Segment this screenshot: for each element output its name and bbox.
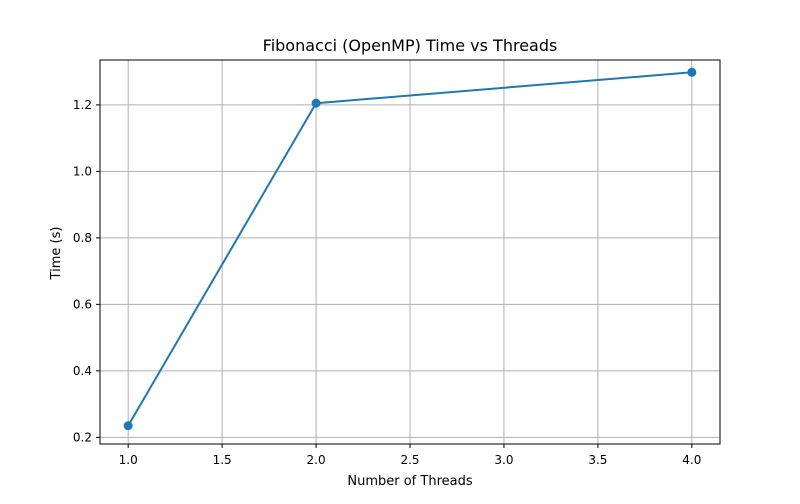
y-axis-ticks: 0.2 0.4 0.6 0.8 1.0 1.2 [73,98,100,444]
x-tick-label: 2.0 [307,453,326,467]
y-axis-label: Time (s) [49,227,64,281]
data-point [687,67,697,77]
gridlines [100,60,720,444]
x-tick-label: 1.0 [119,453,138,467]
x-axis-ticks: 1.0 1.5 2.0 2.5 3.0 3.5 4.0 [119,444,701,467]
y-tick-label: 1.2 [73,98,92,112]
series-layer [123,67,697,431]
x-tick-label: 2.5 [400,453,419,467]
x-tick-label: 3.5 [588,453,607,467]
data-point [311,98,321,108]
y-tick-label: 1.0 [73,164,92,178]
x-axis-label: Number of Threads [347,474,472,489]
y-tick-label: 0.8 [73,231,92,245]
y-tick-label: 0.4 [73,364,92,378]
x-tick-label: 4.0 [682,453,701,467]
chart-title: Fibonacci (OpenMP) Time vs Threads [263,36,558,55]
x-tick-label: 1.5 [213,453,232,467]
x-tick-label: 3.0 [494,453,513,467]
data-point [123,421,133,431]
y-tick-label: 0.2 [73,430,92,444]
y-tick-label: 0.6 [73,297,92,311]
